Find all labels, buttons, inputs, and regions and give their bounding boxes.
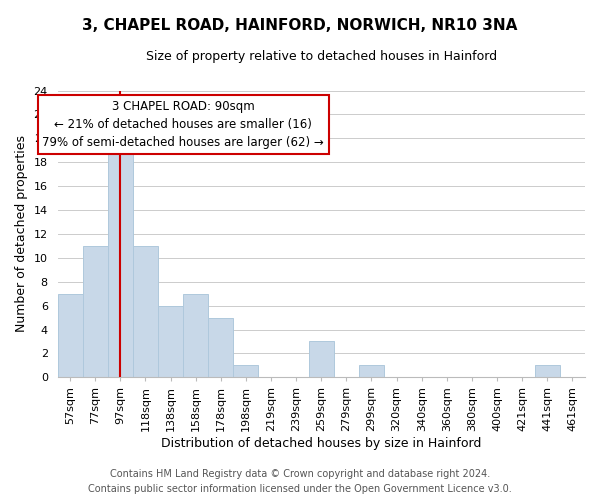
Bar <box>535 366 560 378</box>
Y-axis label: Number of detached properties: Number of detached properties <box>15 136 28 332</box>
Text: 3 CHAPEL ROAD: 90sqm
← 21% of detached houses are smaller (16)
79% of semi-detac: 3 CHAPEL ROAD: 90sqm ← 21% of detached h… <box>42 100 324 149</box>
Bar <box>83 246 108 378</box>
Bar <box>309 342 334 378</box>
Bar <box>58 294 83 378</box>
Bar <box>133 246 158 378</box>
Text: Contains HM Land Registry data © Crown copyright and database right 2024.
Contai: Contains HM Land Registry data © Crown c… <box>88 469 512 494</box>
Bar <box>359 366 384 378</box>
Bar <box>108 138 133 378</box>
Title: Size of property relative to detached houses in Hainford: Size of property relative to detached ho… <box>146 50 497 63</box>
Bar <box>233 366 259 378</box>
Bar <box>158 306 183 378</box>
Bar <box>208 318 233 378</box>
X-axis label: Distribution of detached houses by size in Hainford: Distribution of detached houses by size … <box>161 437 481 450</box>
Text: 3, CHAPEL ROAD, HAINFORD, NORWICH, NR10 3NA: 3, CHAPEL ROAD, HAINFORD, NORWICH, NR10 … <box>82 18 518 32</box>
Bar <box>183 294 208 378</box>
